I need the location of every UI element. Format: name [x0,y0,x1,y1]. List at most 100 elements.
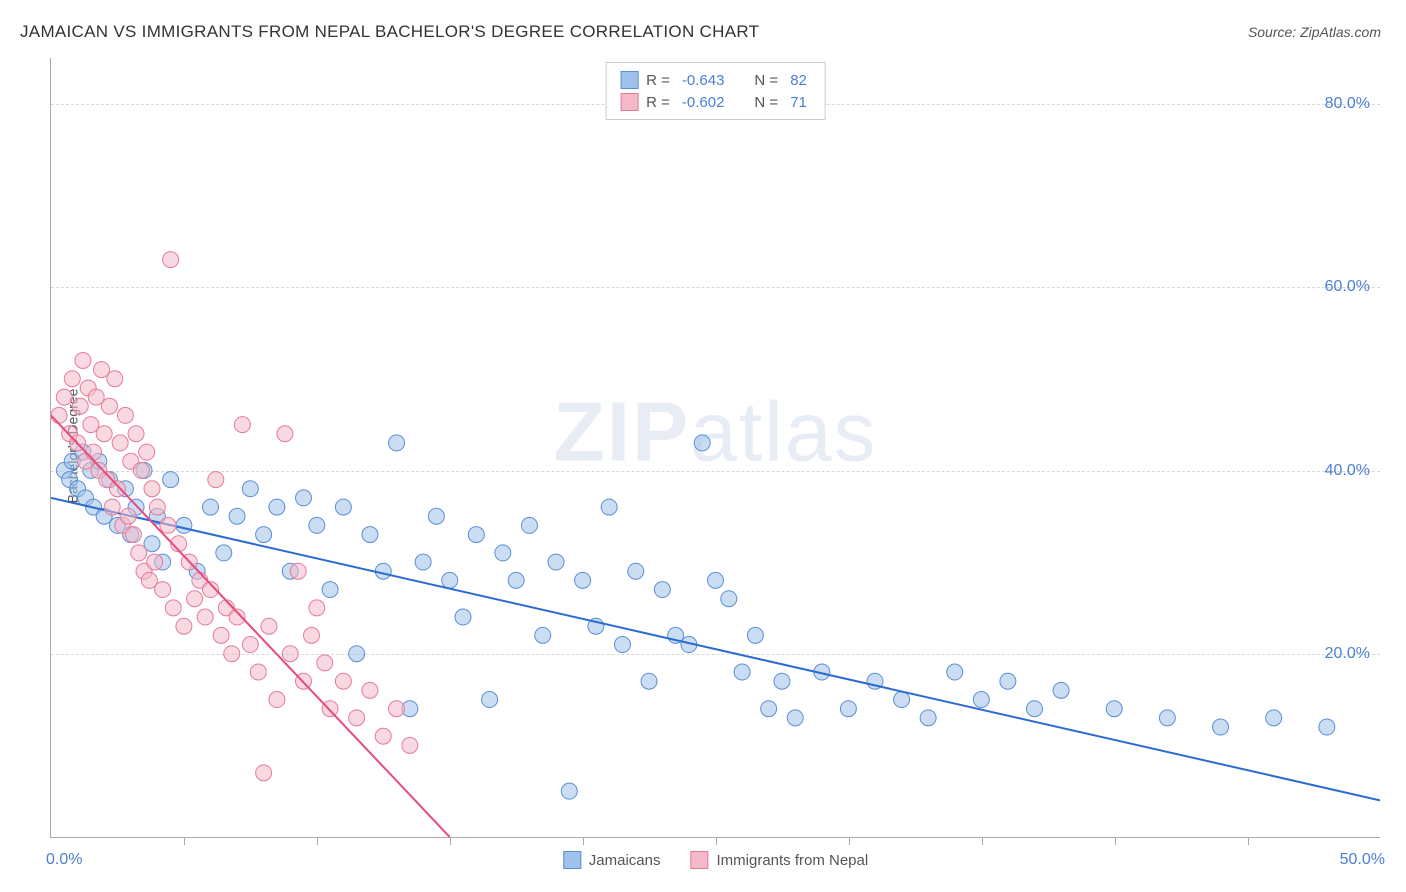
data-point [389,435,405,451]
data-point [362,682,378,698]
data-point [72,398,88,414]
data-point [104,499,120,515]
data-point [920,710,936,726]
data-point [216,545,232,561]
data-point [269,499,285,515]
data-point [774,673,790,689]
legend-swatch-series-0 [563,851,581,869]
data-point [1319,719,1335,735]
data-point [242,637,258,653]
data-point [442,572,458,588]
data-point [734,664,750,680]
x-axis-label-end: 50.0% [1340,851,1385,869]
data-point [1266,710,1282,726]
data-point [349,646,365,662]
data-point [296,490,312,506]
source-attribution: Source: ZipAtlas.com [1248,24,1381,40]
data-point [389,701,405,717]
data-point [303,627,319,643]
data-point [197,609,213,625]
data-point [290,563,306,579]
data-point [375,728,391,744]
data-point [482,692,498,708]
data-point [840,701,856,717]
x-tick [849,837,850,845]
chart-container: JAMAICAN VS IMMIGRANTS FROM NEPAL BACHEL… [0,0,1406,892]
data-point [309,600,325,616]
data-point [335,499,351,515]
data-point [402,737,418,753]
data-point [322,582,338,598]
data-point [761,701,777,717]
data-point [163,252,179,268]
legend-series: Jamaicans Immigrants from Nepal [563,851,868,869]
data-point [75,352,91,368]
legend-swatch-blue [620,71,638,89]
chart-title: JAMAICAN VS IMMIGRANTS FROM NEPAL BACHEL… [20,22,759,42]
legend-r-value-1: -0.602 [682,94,725,111]
data-point [601,499,617,515]
legend-r-prefix-1: R = [646,94,670,111]
data-point [947,664,963,680]
legend-n-value-1: 71 [790,94,807,111]
data-point [242,481,258,497]
data-point [107,371,123,387]
data-point [269,692,285,708]
data-point [468,527,484,543]
data-point [202,499,218,515]
x-tick [1248,837,1249,845]
data-point [309,517,325,533]
data-point [131,545,147,561]
data-point [322,701,338,717]
data-point [508,572,524,588]
data-point [277,426,293,442]
data-point [694,435,710,451]
data-point [160,517,176,533]
legend-n-prefix-0: N = [754,72,778,89]
data-point [109,481,125,497]
data-point [64,371,80,387]
legend-swatch-pink [620,93,638,111]
data-point [56,389,72,405]
data-point [101,398,117,414]
x-tick [716,837,717,845]
data-point [973,692,989,708]
data-point [155,582,171,598]
legend-series-label-1: Immigrants from Nepal [716,852,868,869]
x-tick [317,837,318,845]
data-point [614,637,630,653]
x-tick [450,837,451,845]
data-point [1159,710,1175,726]
data-point [229,508,245,524]
x-tick [1115,837,1116,845]
data-point [894,692,910,708]
data-point [708,572,724,588]
data-point [335,673,351,689]
legend-r-prefix-0: R = [646,72,670,89]
data-point [1026,701,1042,717]
legend-series-item-0: Jamaicans [563,851,661,869]
data-point [455,609,471,625]
data-point [495,545,511,561]
data-point [282,646,298,662]
data-point [256,765,272,781]
data-point [165,600,181,616]
data-point [144,481,160,497]
data-point [176,517,192,533]
data-point [163,472,179,488]
data-point [96,426,112,442]
x-axis-label-start: 0.0% [46,851,82,869]
data-point [208,472,224,488]
data-point [149,499,165,515]
data-point [747,627,763,643]
data-point [362,527,378,543]
data-point [133,462,149,478]
data-point [721,591,737,607]
data-point [548,554,564,570]
data-point [256,527,272,543]
data-point [187,591,203,607]
data-point [575,572,591,588]
data-point [787,710,803,726]
data-point [147,554,163,570]
data-point [349,710,365,726]
